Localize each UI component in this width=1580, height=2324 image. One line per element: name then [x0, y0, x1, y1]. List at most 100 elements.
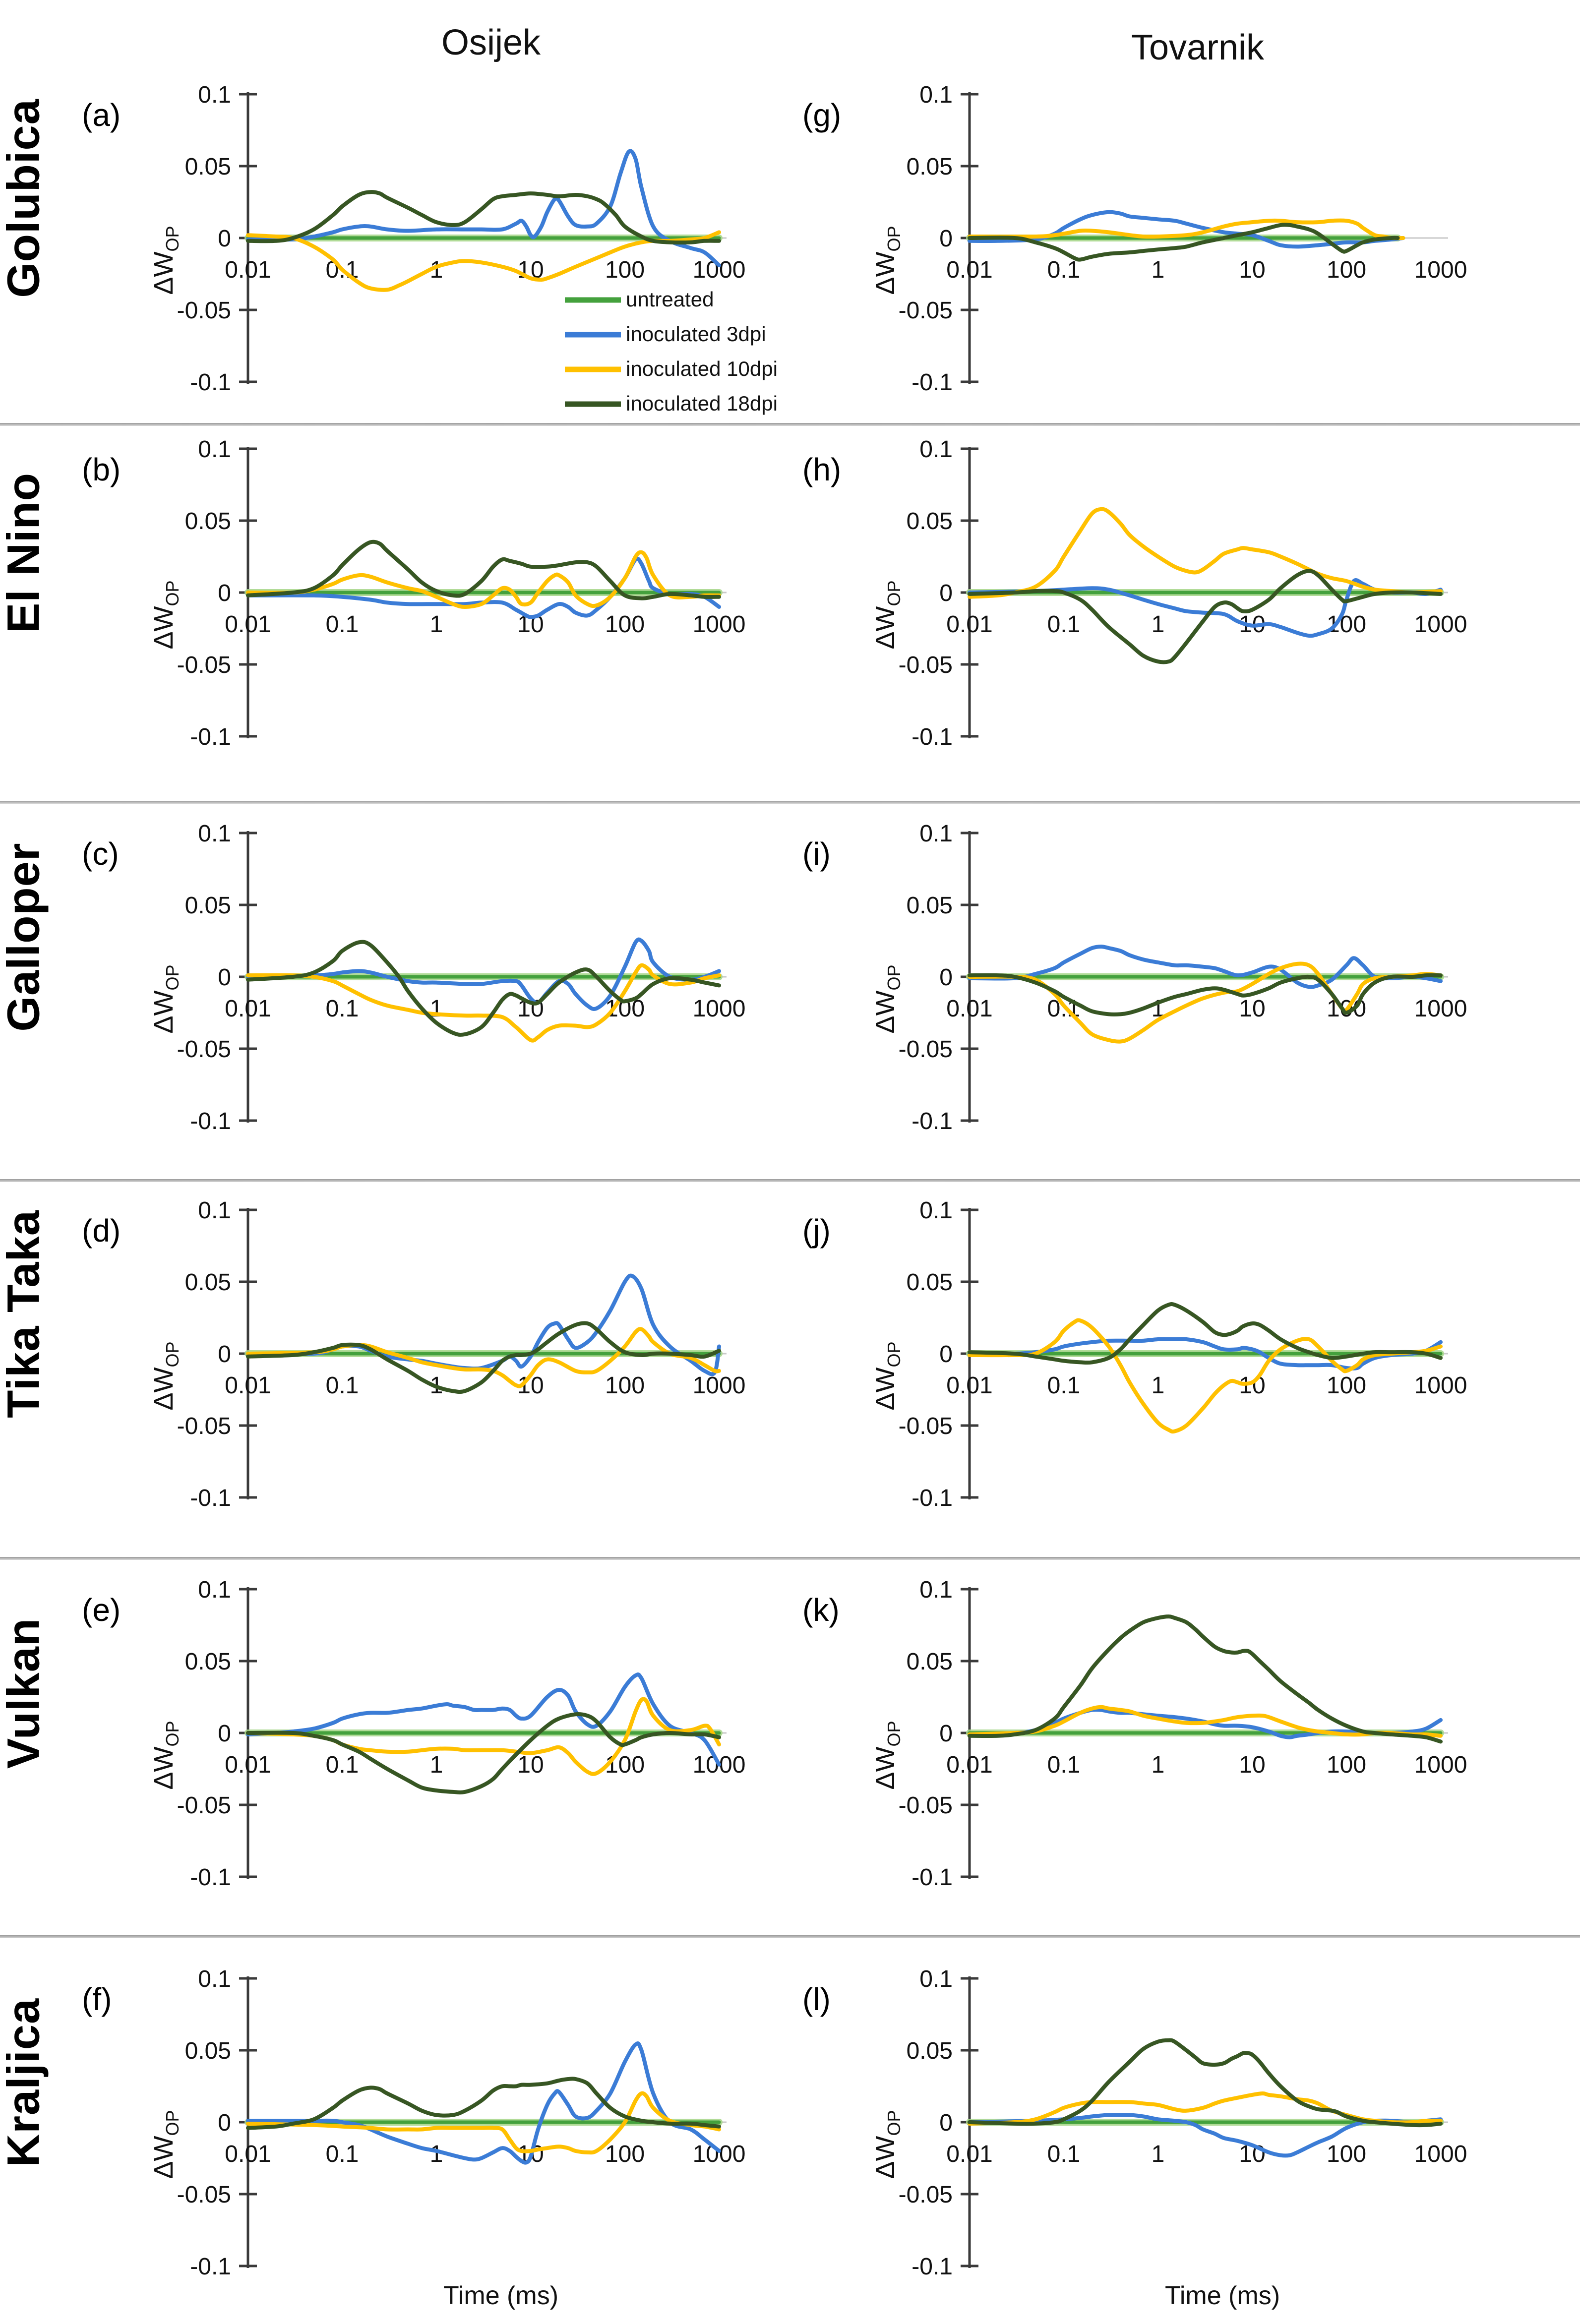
- svg-text:100: 100: [605, 1372, 645, 1399]
- svg-text:-0.1: -0.1: [912, 2254, 953, 2280]
- row-separator: [0, 1935, 1580, 1938]
- panel-letter-c: (c): [82, 836, 119, 872]
- svg-text:0.1: 0.1: [919, 821, 953, 847]
- x-axis-title-left: Time (ms): [443, 2281, 559, 2310]
- svg-text:1000: 1000: [1414, 1372, 1467, 1399]
- svg-text:-0.1: -0.1: [912, 1864, 953, 1891]
- svg-text:0: 0: [939, 580, 953, 606]
- svg-text:0: 0: [218, 226, 231, 252]
- panel-letter-h: (h): [802, 452, 842, 487]
- svg-text:1: 1: [1152, 1372, 1165, 1399]
- svg-text:1: 1: [1152, 1752, 1165, 1778]
- svg-text:10: 10: [1239, 1752, 1265, 1778]
- chart-vulkan-tovarnik: 0.1 0.05 0 -0.05 -0.1 0.01 0.1 1 10 100 1000 ΔWOP: [870, 1577, 1467, 1891]
- svg-text:0: 0: [218, 1341, 231, 1368]
- row-separator: [0, 1179, 1580, 1182]
- svg-text:1: 1: [1152, 257, 1165, 283]
- svg-text:0.01: 0.01: [225, 1372, 271, 1399]
- svg-text:0.1: 0.1: [919, 1966, 953, 1992]
- panel-letter-l: (l): [802, 1981, 831, 2017]
- svg-text:0.1: 0.1: [326, 611, 359, 638]
- svg-text:1000: 1000: [693, 611, 746, 638]
- svg-text:0: 0: [939, 964, 953, 991]
- row-label-golubica: Golubica: [0, 99, 49, 298]
- svg-text:ΔWOP: ΔWOP: [870, 964, 904, 1033]
- svg-text:0.1: 0.1: [919, 436, 953, 463]
- svg-text:inoculated 10dpi: inoculated 10dpi: [626, 357, 778, 380]
- svg-text:0.01: 0.01: [946, 996, 992, 1022]
- svg-text:-0.05: -0.05: [177, 298, 231, 324]
- panel-letter-f: (f): [82, 1981, 112, 2017]
- svg-text:-0.05: -0.05: [899, 298, 953, 324]
- svg-text:-0.05: -0.05: [899, 2182, 953, 2208]
- svg-text:0.05: 0.05: [185, 508, 231, 535]
- svg-text:100: 100: [605, 611, 645, 638]
- svg-text:0: 0: [218, 964, 231, 991]
- panel-letter-j: (j): [802, 1213, 831, 1249]
- svg-text:0.1: 0.1: [198, 821, 231, 847]
- svg-text:-0.05: -0.05: [899, 1036, 953, 1063]
- svg-text:1000: 1000: [1414, 2141, 1467, 2167]
- svg-text:0.05: 0.05: [907, 1269, 953, 1296]
- svg-text:1000: 1000: [1414, 611, 1467, 638]
- svg-text:0.1: 0.1: [919, 82, 953, 108]
- row-label-vulkan: Vulkan: [0, 1617, 49, 1769]
- svg-text:0.01: 0.01: [946, 2141, 992, 2167]
- svg-text:0.01: 0.01: [946, 611, 992, 638]
- svg-text:0.1: 0.1: [198, 1577, 231, 1603]
- svg-text:1000: 1000: [1414, 257, 1467, 283]
- svg-text:10: 10: [1239, 996, 1265, 1022]
- svg-text:-0.05: -0.05: [899, 1413, 953, 1439]
- svg-text:ΔWOP: ΔWOP: [149, 1721, 182, 1789]
- svg-text:100: 100: [605, 1752, 645, 1778]
- svg-text:0.1: 0.1: [1047, 257, 1081, 283]
- svg-text:ΔWOP: ΔWOP: [870, 580, 904, 649]
- svg-text:0: 0: [218, 580, 231, 606]
- svg-text:0.05: 0.05: [185, 1269, 231, 1296]
- svg-text:ΔWOP: ΔWOP: [870, 2110, 904, 2179]
- svg-text:0.05: 0.05: [907, 154, 953, 180]
- svg-text:0.1: 0.1: [198, 436, 231, 463]
- svg-text:0.1: 0.1: [326, 996, 359, 1022]
- svg-text:0: 0: [939, 1721, 953, 1747]
- svg-text:0.1: 0.1: [1047, 1752, 1081, 1778]
- svg-text:ΔWOP: ΔWOP: [149, 226, 182, 295]
- svg-text:100: 100: [1327, 1752, 1366, 1778]
- svg-text:0.1: 0.1: [1047, 2141, 1081, 2167]
- svg-text:0.01: 0.01: [225, 996, 271, 1022]
- svg-text:0.1: 0.1: [198, 82, 231, 108]
- svg-text:1: 1: [430, 2141, 443, 2167]
- svg-text:inoculated 3dpi: inoculated 3dpi: [626, 322, 766, 346]
- svg-text:-0.1: -0.1: [912, 724, 953, 750]
- svg-text:100: 100: [605, 257, 645, 283]
- svg-text:0.05: 0.05: [907, 508, 953, 535]
- svg-text:0.1: 0.1: [919, 1197, 953, 1224]
- svg-text:1: 1: [1152, 2141, 1165, 2167]
- svg-text:100: 100: [605, 2141, 645, 2167]
- svg-text:-0.05: -0.05: [177, 652, 231, 678]
- svg-text:ΔWOP: ΔWOP: [149, 964, 182, 1033]
- panel-letter-i: (i): [802, 836, 831, 872]
- svg-text:-0.05: -0.05: [177, 2182, 231, 2208]
- svg-text:-0.1: -0.1: [912, 1485, 953, 1511]
- svg-text:0: 0: [939, 2110, 953, 2136]
- svg-text:1000: 1000: [1414, 996, 1467, 1022]
- svg-text:0.05: 0.05: [907, 2038, 953, 2064]
- svg-text:ΔWOP: ΔWOP: [149, 1341, 182, 1410]
- svg-text:1000: 1000: [693, 257, 746, 283]
- panel-letter-g: (g): [802, 97, 842, 133]
- svg-text:-0.1: -0.1: [190, 2254, 231, 2280]
- svg-text:1: 1: [430, 611, 443, 638]
- svg-text:-0.05: -0.05: [177, 1036, 231, 1063]
- svg-text:0.1: 0.1: [198, 1197, 231, 1224]
- svg-text:0.05: 0.05: [185, 1649, 231, 1675]
